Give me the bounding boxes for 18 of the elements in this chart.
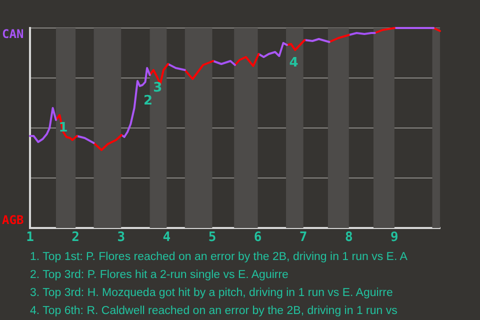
text: 4. Top 6th: R. Caldwell reached on an error by the 2B, driving in 1 run vs	[30, 304, 398, 319]
x-tick-label: 3	[117, 230, 126, 246]
x-tick-label: 5	[208, 230, 216, 246]
x-tick-label: 2	[72, 230, 80, 246]
x-tick-label: 1	[26, 230, 34, 246]
x-tick-label: 7	[299, 230, 308, 246]
annotation: 2	[144, 93, 153, 108]
x-tick-label: 8	[344, 230, 353, 246]
text: AGB	[2, 213, 24, 228]
text: 3. Top 3rd: H. Mozqueda got hit by a pitch, driving in 1 run vs E. Aguirre	[30, 286, 394, 301]
text: CAN	[2, 27, 24, 42]
x-tick-label: 6	[254, 230, 262, 246]
text: 1. Top 1st: P. Flores reached on an error by the 2B, driving in 1 run vs E. A	[30, 250, 408, 265]
x-tick-label: 4	[162, 230, 171, 246]
x-tick-label: 9	[390, 230, 398, 246]
annotation: 4	[289, 55, 298, 70]
text: 2. Top 3rd: P. Flores hit a 2-run single vs E. Aguirre	[30, 268, 290, 283]
annotation: 3	[153, 80, 162, 96]
